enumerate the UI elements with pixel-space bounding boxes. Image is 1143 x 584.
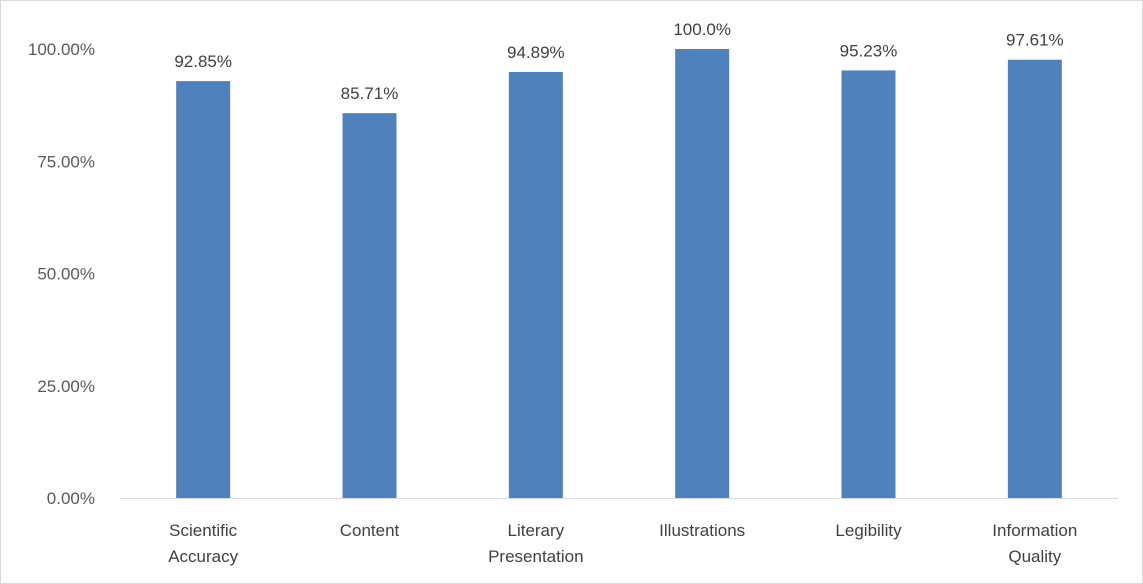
data-label: 94.89% <box>507 43 565 62</box>
data-label: 97.61% <box>1006 31 1064 50</box>
bar <box>841 70 896 498</box>
y-tick-label: 25.00% <box>37 377 95 396</box>
data-label: 100.0% <box>673 20 731 39</box>
data-label: 92.85% <box>174 52 232 71</box>
x-tick-label: Scientific Accuracy <box>168 521 238 566</box>
bar <box>508 71 563 498</box>
bars <box>176 49 1062 498</box>
x-tick-label: Content <box>340 521 400 540</box>
data-label: 95.23% <box>840 41 898 60</box>
x-tick-label: Literary Presentation <box>488 521 583 566</box>
data-labels: 92.85% 85.71% 94.89% 100.0% 95.23% 97.61% <box>174 20 1063 103</box>
category-labels: Scientific Accuracy Content Literary Present… <box>168 521 1077 566</box>
data-label: 85.71% <box>341 84 399 103</box>
x-tick-label: Legibility <box>835 521 902 540</box>
bar <box>176 81 231 498</box>
y-tick-label: 50.00% <box>37 265 95 284</box>
x-tick-label: Information Quality <box>992 521 1077 566</box>
bar <box>1007 59 1062 498</box>
y-axis: 0.00% 25.00% 50.00% 75.00% 100.00% <box>28 40 95 508</box>
y-tick-label: 100.00% <box>28 40 95 59</box>
y-tick-label: 0.00% <box>47 489 95 508</box>
bar <box>342 113 397 498</box>
y-tick-label: 75.00% <box>37 152 95 171</box>
x-tick-label: Illustrations <box>659 521 745 540</box>
bar <box>675 49 730 498</box>
